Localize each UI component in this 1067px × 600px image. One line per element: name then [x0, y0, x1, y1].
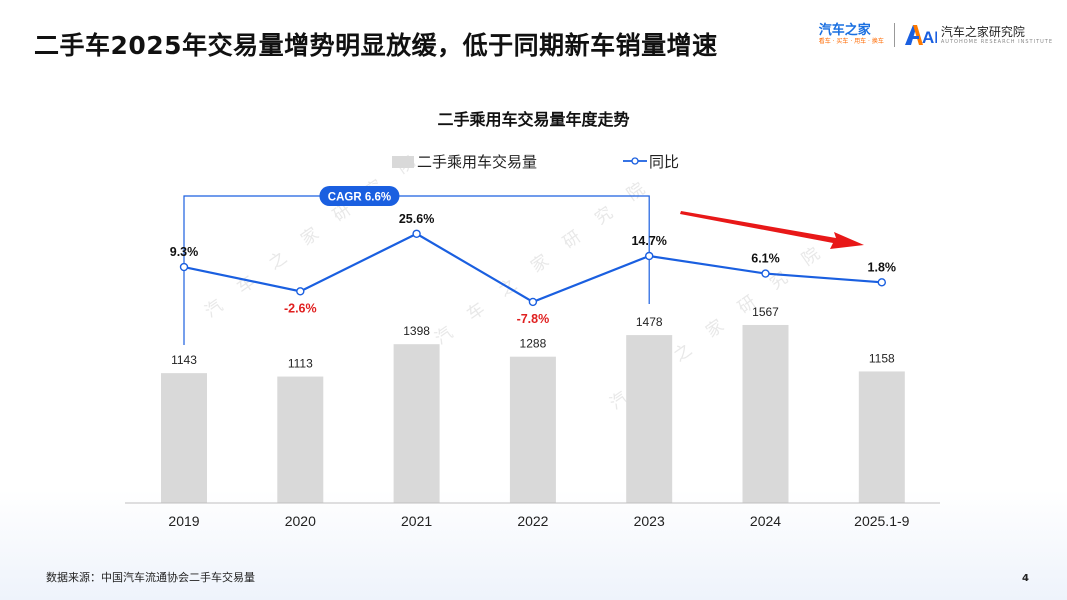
- autohome-logo-slogan: 看车 · 买车 · 用车 · 换车: [818, 38, 884, 45]
- watermark-char: 院: [798, 244, 823, 270]
- yoy-label: 25.6%: [399, 212, 434, 226]
- yoy-label: -7.8%: [517, 312, 550, 326]
- bar: [161, 373, 207, 503]
- bar-value-label: 1158: [869, 351, 895, 365]
- watermark-char: 家: [702, 316, 727, 342]
- page-number: 4: [1022, 573, 1029, 584]
- logo-divider: [893, 23, 895, 47]
- watermark-char: 车: [463, 299, 488, 325]
- line-layer: 9.3% -2.6% 25.6% -7.8% 14.7% 6.1% 1.8%: [170, 212, 896, 326]
- chart-title: 二手乘用车交易量年度走势: [437, 110, 630, 129]
- yoy-point: [761, 269, 770, 278]
- x-tick-label: 2019: [168, 513, 199, 529]
- bar: [393, 344, 440, 503]
- yoy-point: [645, 251, 654, 261]
- x-tick-label: 2022: [517, 513, 548, 529]
- bar-value-label: 1567: [752, 305, 779, 319]
- x-tick-label: 2025.1-9: [854, 513, 909, 529]
- bar: [626, 335, 673, 503]
- autohome-logo-text: 汽车之家: [818, 23, 871, 38]
- research-mark-text: AR: [922, 28, 937, 46]
- background-wave: [0, 490, 1067, 600]
- watermark-char: 汽: [201, 296, 226, 322]
- page-title: 二手车2025年交易量增势明显放缓，低于同期新车销量增速: [34, 31, 718, 60]
- yoy-point: [877, 278, 886, 287]
- cagr-annotation: CAGR 6.6%: [183, 186, 650, 345]
- watermark-char: 家: [297, 224, 322, 250]
- x-tick-label: 2023: [634, 513, 665, 529]
- source-note: 数据来源：中国汽车流通协会二手车交易量: [46, 571, 255, 584]
- trend-arrow: [680, 211, 864, 249]
- research-institute-subtitle: AUTOHOME RESEARCH INSTITUTE: [940, 38, 1053, 45]
- research-institute-logo-icon: AR: [904, 25, 937, 46]
- yoy-point: [179, 262, 189, 272]
- watermark-char: 之: [670, 340, 695, 366]
- legend-line-marker: [631, 157, 639, 165]
- bar-value-label: 1113: [288, 357, 313, 371]
- yoy-point: [296, 287, 305, 296]
- bar-value-label: 1398: [403, 324, 430, 338]
- yoy-point: [412, 229, 421, 238]
- watermark-char: 家: [527, 251, 552, 277]
- yoy-label: 9.3%: [170, 245, 199, 259]
- bar-value-label: 1288: [520, 337, 547, 351]
- yoy-label: -2.6%: [284, 301, 317, 315]
- x-tick-label: 2021: [401, 513, 432, 529]
- bar: [858, 371, 905, 503]
- autohome-logo: 汽车之家 看车 · 买车 · 用车 · 换车: [819, 24, 884, 46]
- logo-area: 汽车之家 看车 · 买车 · 用车 · 换车 AR 汽车之家研究院 AUTOHO…: [819, 20, 1053, 50]
- bar: [509, 356, 556, 503]
- yoy-label: 6.1%: [751, 252, 780, 266]
- bar-value-label: 1478: [636, 315, 663, 329]
- x-tick-label: 2020: [285, 513, 316, 529]
- research-institute-logo: 汽车之家研究院 AUTOHOME RESEARCH INSTITUTE: [941, 25, 1053, 46]
- bar: [277, 376, 324, 503]
- cagr-badge: [319, 186, 400, 206]
- yoy-point: [528, 297, 538, 307]
- yoy-label: 14.7%: [631, 234, 666, 248]
- legend-bar-swatch: [392, 156, 414, 168]
- bar-value-label: 1143: [171, 353, 197, 367]
- cagr-bracket: [183, 195, 650, 268]
- bar: [742, 324, 789, 503]
- down-trend-arrow: [680, 211, 864, 249]
- cagr-badge-text: CAGR 6.6%: [328, 192, 391, 204]
- watermark-char: 究: [591, 203, 616, 229]
- watermark-char: 车: [233, 272, 258, 298]
- watermark-char: 研: [559, 227, 584, 253]
- legend: 二手乘用车交易量 同比: [392, 153, 679, 171]
- research-institute-name: 汽车之家研究院: [940, 24, 1025, 39]
- bars-layer: 1143 2019 1113 2020 1398 2021 1288 2022 1478 2023…: [161, 305, 910, 529]
- x-tick-label: 2024: [750, 513, 781, 529]
- yoy-label: 1.8%: [868, 260, 897, 274]
- legend-line-label: 同比: [649, 153, 679, 171]
- legend-bar-label: 二手乘用车交易量: [417, 153, 537, 171]
- watermark-char: 究: [766, 268, 791, 294]
- watermark-char: 之: [265, 248, 290, 274]
- watermark-char: 院: [623, 179, 648, 205]
